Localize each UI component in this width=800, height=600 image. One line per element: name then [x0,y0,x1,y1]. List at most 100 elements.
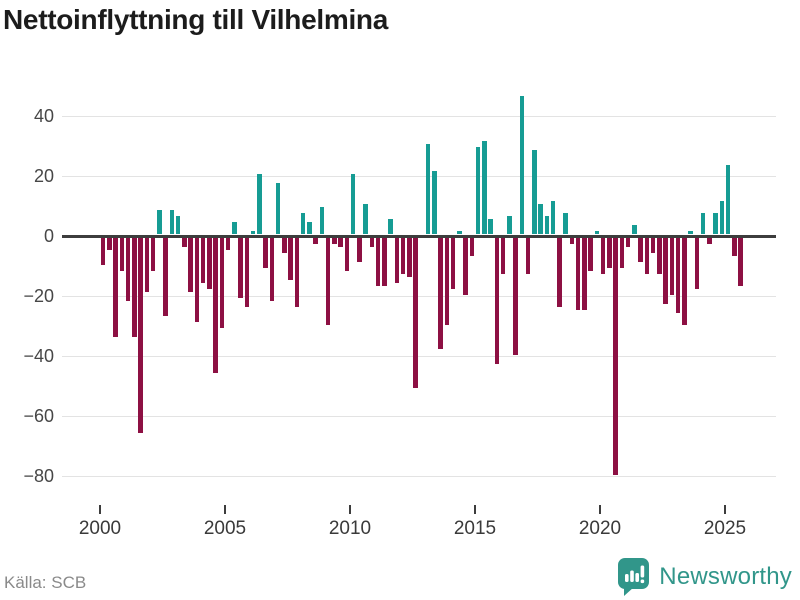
bar-2013-q2 [432,171,437,235]
bar-2002-q3 [163,237,168,316]
bar-2018-q1 [550,201,556,235]
gridline-20 [62,175,776,177]
bar-2006-q4 [269,237,275,301]
bar-2006-q3 [263,237,268,268]
newsworthy-wordmark: Newsworthy [659,563,792,590]
bar-2002-q2 [157,210,162,235]
bar-2001-q1 [125,237,131,301]
x-tick-label-2010: 2010 [328,518,372,539]
bar-2014-q4 [469,237,475,256]
bar-2014-q2 [457,231,462,235]
bar-2024-q3 [713,213,718,235]
bar-2021-q4 [644,237,650,274]
bar-2025-q2 [732,237,737,256]
bar-2000-q2 [107,237,112,250]
bar-2004-q3 [213,237,218,373]
bar-2025-q3 [738,237,743,286]
bar-2022-q2 [657,237,662,274]
y-tick-label--20: −20 [23,286,54,307]
bar-2016-q1 [500,237,506,274]
bar-2018-q2 [557,237,562,307]
bar-2017-q3 [538,204,543,235]
bar-2022-q3 [663,237,668,304]
bar-2024-q2 [707,237,712,244]
bar-2004-q4 [219,237,225,328]
bar-2003-q1 [175,216,181,235]
bar-2002-q4 [169,210,175,235]
y-tick-label-20: 20 [33,165,54,186]
bar-2020-q4 [619,237,625,268]
bar-2010-q1 [350,174,356,235]
bar-2020-q3 [613,237,618,475]
bar-2007-q4 [294,237,300,307]
newsworthy-icon [618,558,650,596]
bar-2003-q2 [182,237,187,247]
bar-2017-q1 [525,237,531,274]
bar-2007-q1 [275,183,281,235]
bar-2012-q2 [407,237,412,277]
y-tick-label-0: 0 [43,226,54,246]
x-tick-2005 [224,505,226,514]
bar-2008-q1 [300,213,306,235]
gridline--20 [62,296,776,298]
bar-2001-q3 [138,237,143,433]
bar-2003-q3 [188,237,193,292]
source-caption: Källa: SCB [4,573,87,592]
y-tick-label-40: 40 [33,105,54,126]
bar-2018-q4 [569,237,575,244]
bar-2023-q1 [675,237,681,313]
bar-2009-q2 [332,237,337,244]
bar-2024-q1 [700,213,706,235]
x-tick-label-2020: 2020 [578,518,622,539]
bar-2001-q2 [132,237,137,337]
bar-2004-q1 [200,237,206,283]
bar-2011-q1 [375,237,381,286]
bar-2017-q4 [544,216,550,235]
bar-2014-q3 [463,237,468,295]
y-tick-label--60: −60 [23,406,54,427]
gridline--80 [62,476,776,478]
bar-2006-q1 [250,231,256,235]
bar-2023-q3 [688,231,693,235]
bar-2005-q4 [244,237,250,307]
x-tick-2010 [349,505,351,514]
bar-2016-q3 [513,237,518,355]
bar-2004-q2 [207,237,212,289]
x-tick-label-2025: 2025 [703,518,747,539]
bar-2013-q1 [425,144,431,235]
bar-2021-q3 [638,237,643,262]
bar-2009-q1 [325,237,331,325]
bar-2013-q3 [438,237,443,349]
bar-2000-q3 [113,237,118,337]
x-tick-2020 [599,505,601,514]
bar-2005-q2 [232,222,237,235]
bar-2025-q1 [725,165,731,235]
bar-2012-q1 [400,237,406,274]
bar-2019-q4 [594,231,600,235]
bar-2015-q3 [488,219,493,235]
bar-2015-q2 [482,141,487,235]
bar-2000-q4 [119,237,125,271]
bar-2017-q2 [532,150,537,235]
bar-2016-q2 [507,216,512,235]
gridline--60 [62,416,776,418]
bar-2000-q1 [100,237,106,265]
bar-2003-q4 [194,237,200,322]
bar-2021-q2 [632,225,637,235]
bar-2012-q3 [413,237,418,388]
bar-2015-q4 [494,237,500,364]
bar-2015-q1 [475,147,481,235]
bar-2019-q1 [575,237,581,310]
bar-2018-q3 [563,213,568,235]
bar-2014-q1 [450,237,456,289]
bar-2011-q3 [388,219,393,235]
x-tick-label-2000: 2000 [78,518,122,539]
x-tick-2015 [474,505,476,514]
bar-2010-q4 [369,237,375,247]
gridline--40 [62,356,776,358]
bar-2022-q1 [650,237,656,253]
gridline-40 [62,115,776,117]
bar-2020-q2 [607,237,612,268]
chart-title: Nettoinflyttning till Vilhelmina [3,4,388,35]
